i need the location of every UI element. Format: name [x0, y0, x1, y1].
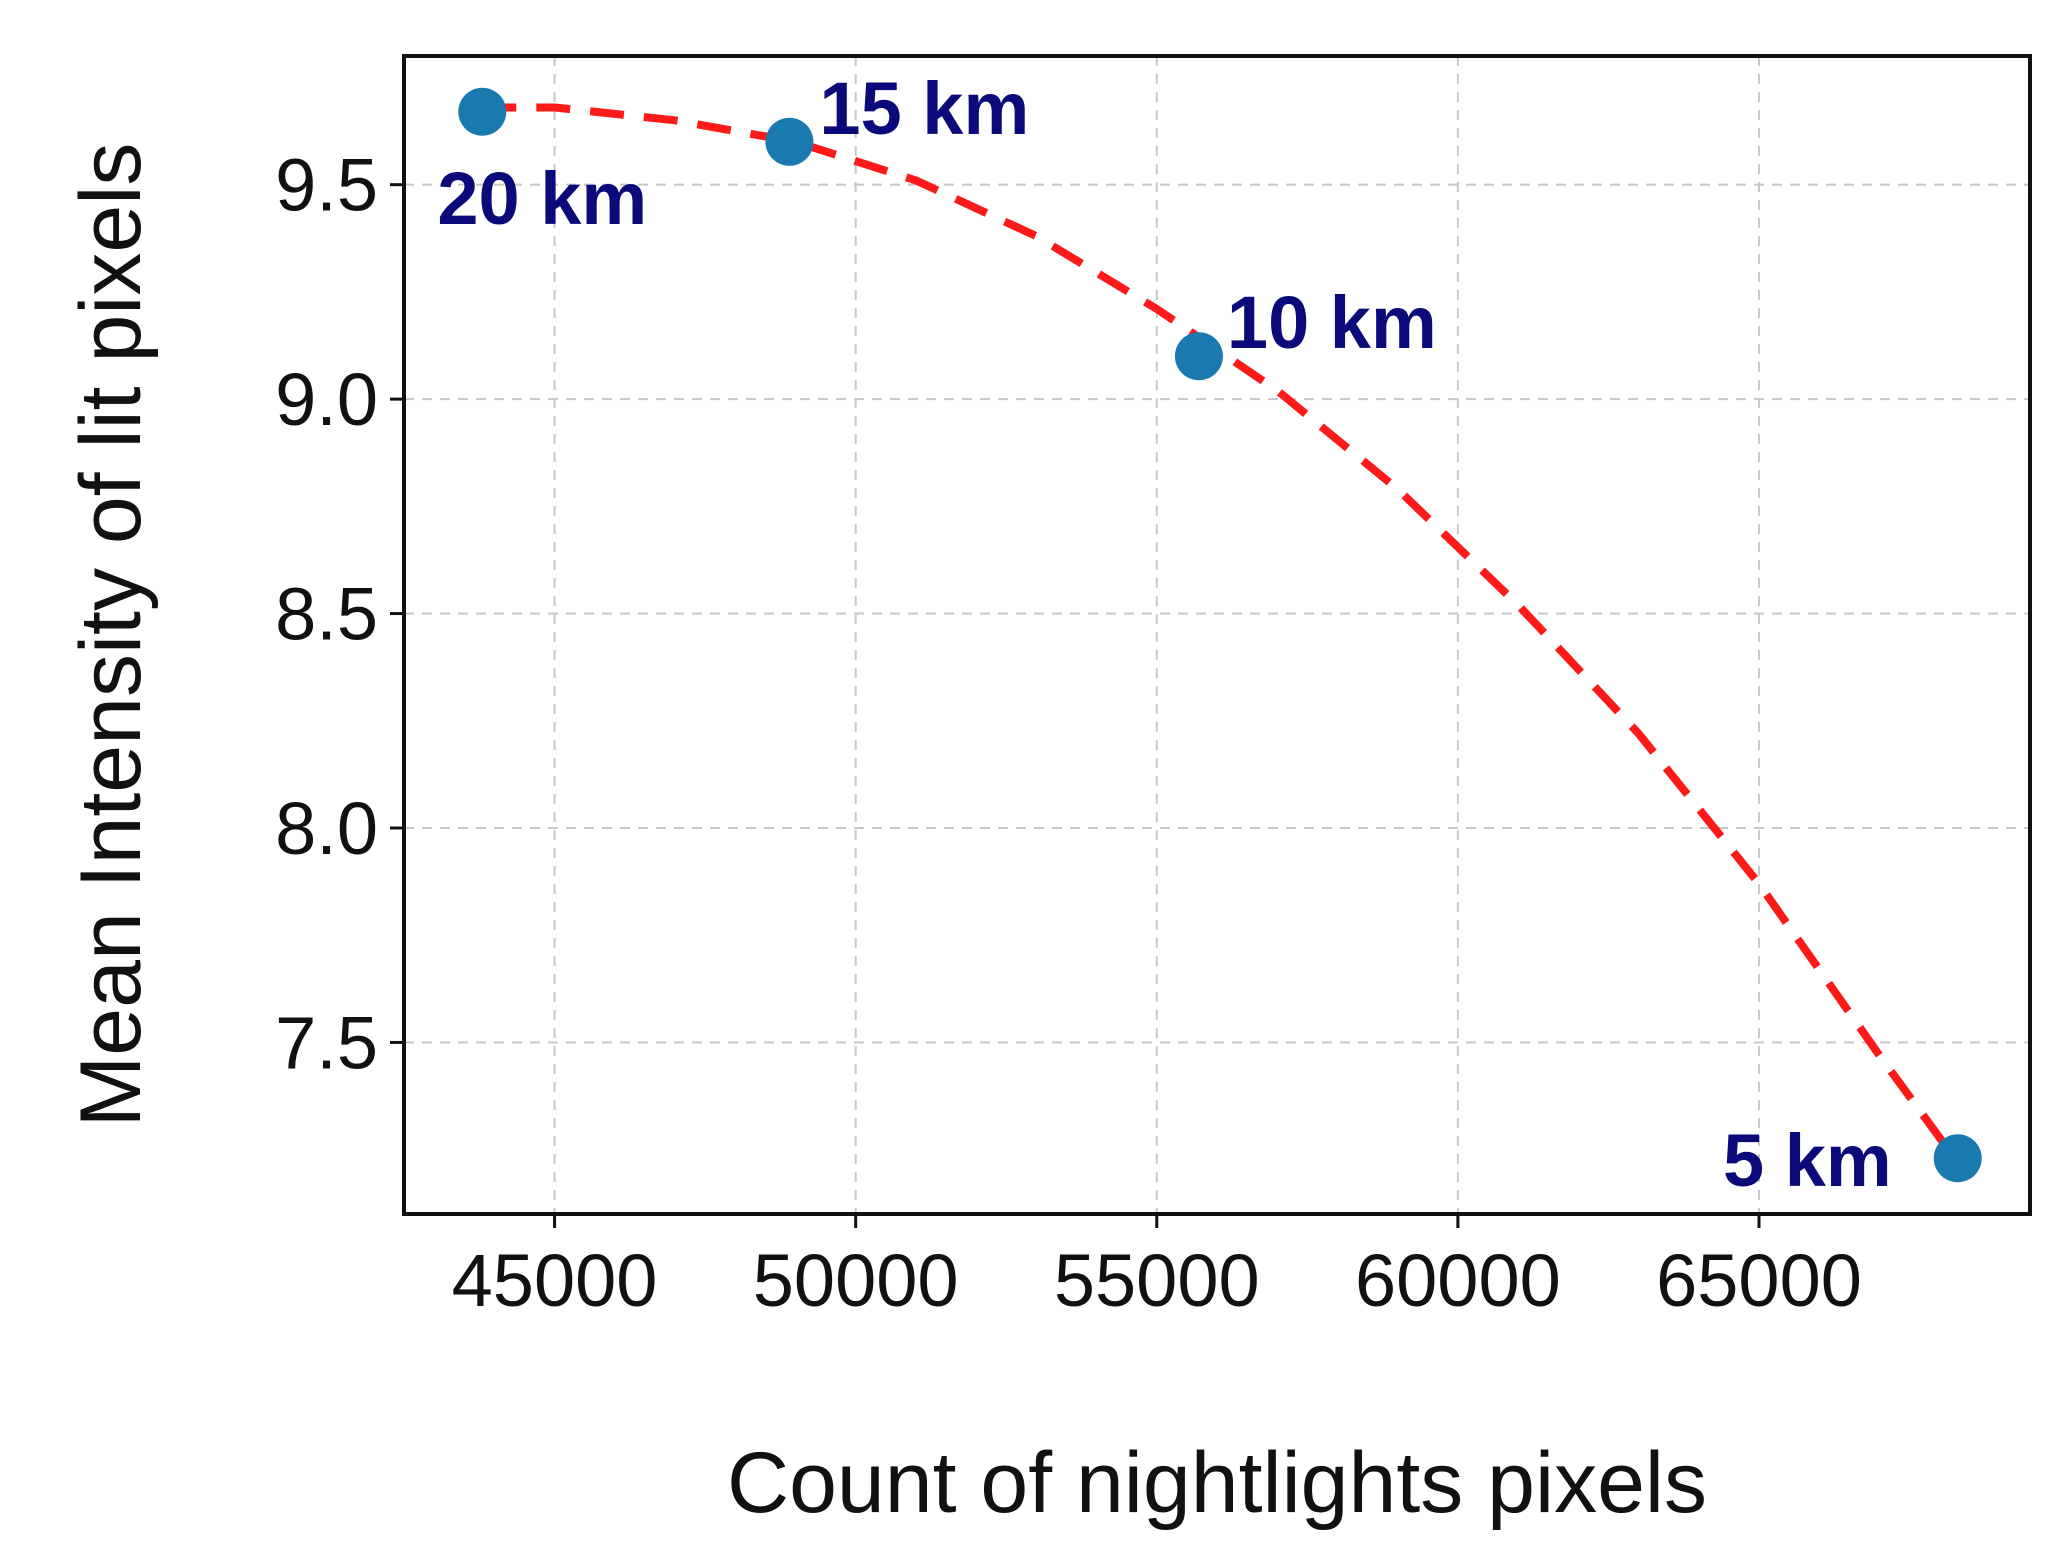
y-tick-label: 9.0	[275, 358, 378, 441]
point-label: 10 km	[1227, 281, 1437, 364]
y-tick-label: 9.5	[275, 144, 378, 227]
y-tick-label: 7.5	[275, 1001, 378, 1084]
point-label: 20 km	[437, 157, 647, 240]
point-label: 5 km	[1723, 1119, 1892, 1202]
data-point	[1933, 1134, 1982, 1183]
data-point	[765, 117, 814, 166]
x-axis-title: Count of nightlights pixels	[727, 1435, 1707, 1531]
x-tick-label: 65000	[1656, 1239, 1862, 1322]
x-tick-label: 50000	[753, 1239, 959, 1322]
data-point	[1174, 332, 1223, 381]
y-tick-label: 8.5	[275, 573, 378, 656]
x-tick-label: 55000	[1054, 1239, 1260, 1322]
fit-curve-layer	[482, 103, 1961, 1165]
y-axis-title: Mean Intensity of lit pixels	[63, 143, 159, 1128]
plot-frame	[402, 54, 2032, 1216]
point-labels-layer: 20 km 15 km 10 km 5 km	[437, 67, 1891, 1202]
axis-ticks: 45000 50000 55000 60000 65000 7.5 8.0 8.5 9.0 9.5	[275, 144, 1862, 1322]
data-point	[458, 87, 507, 136]
data-points-layer	[458, 87, 1982, 1183]
fit-curve	[482, 103, 1961, 1165]
grid-lines	[404, 56, 2030, 1214]
x-tick-label: 45000	[452, 1239, 658, 1322]
point-label: 15 km	[819, 67, 1029, 150]
x-tick-label: 60000	[1355, 1239, 1561, 1322]
y-tick-label: 8.0	[275, 787, 378, 870]
